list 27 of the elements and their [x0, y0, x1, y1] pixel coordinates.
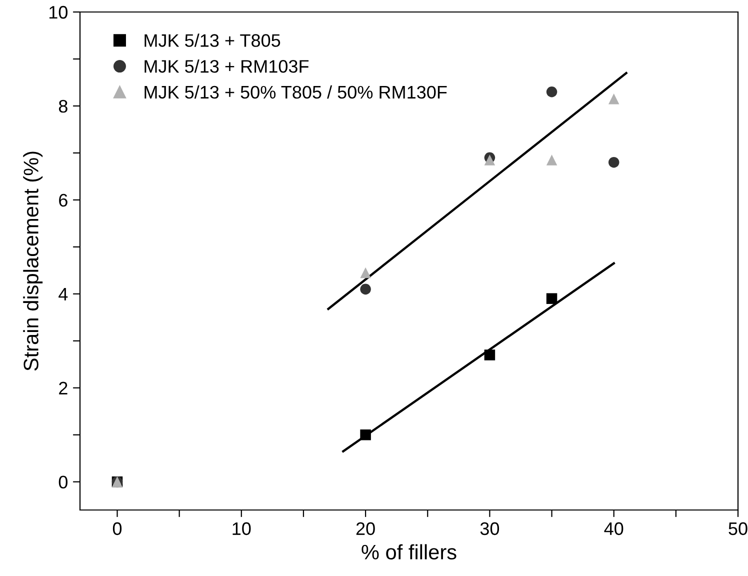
point [360, 429, 371, 440]
point [360, 267, 371, 278]
y-tick-label: 10 [49, 6, 68, 19]
x-tick-label: 20 [356, 522, 375, 536]
y-axis-title: Strain displacement (%) [23, 152, 43, 371]
legend-label: MJK 5/13 + T805 [144, 34, 280, 47]
x-axis-title: % of fillers [362, 544, 456, 560]
y-tick-label: 0 [58, 476, 68, 489]
x-tick-label: 50 [728, 522, 748, 536]
y-tick-label: 8 [58, 100, 68, 113]
point [546, 154, 558, 166]
point [360, 284, 371, 295]
x-tick-label: 10 [232, 522, 251, 536]
point [546, 293, 558, 304]
y-tick-label: 6 [59, 194, 68, 207]
x-tick-label: 40 [604, 522, 624, 536]
point [484, 350, 496, 360]
point [608, 156, 620, 168]
x-tick-label: 0 [112, 522, 122, 536]
legend-label: MJK 5/13 + RM103F [144, 60, 309, 73]
y-tick-label: 2 [59, 382, 68, 394]
x-tick-label: 30 [480, 522, 500, 536]
y-tick-label: 4 [58, 288, 68, 300]
point [546, 86, 558, 98]
legend-label: MJK 5/13 + 50% T805 / 50% RM130F [144, 85, 447, 99]
point [484, 154, 496, 166]
point [608, 94, 620, 104]
